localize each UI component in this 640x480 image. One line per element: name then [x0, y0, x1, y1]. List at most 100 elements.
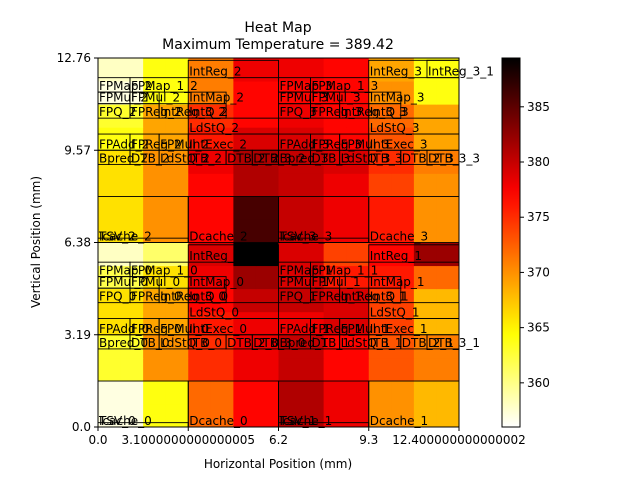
block-label: LdStQ_2 [189, 121, 239, 135]
heatmap-cell [301, 357, 325, 382]
heatmap-cell [98, 242, 122, 267]
block-label: IntQ_3 [370, 105, 409, 119]
heatmap-cell [301, 403, 325, 428]
block-label: IntMap_0 [189, 275, 244, 289]
heatmap-cell [233, 173, 257, 197]
heatmap-cell [436, 173, 460, 197]
heatmap-cell [233, 288, 257, 313]
block-label: FPQ_0 [99, 290, 136, 304]
block-label: IntReg_3_1 [428, 65, 494, 79]
block-label: FPMap_1_0 [131, 264, 198, 278]
block-label: DTB_3 [312, 151, 350, 165]
heatmap-cell [436, 357, 460, 382]
heatmap-cell [188, 127, 212, 151]
heatmap-cell [233, 334, 257, 359]
heatmap-cell [346, 173, 370, 197]
heatmap-cell [255, 265, 279, 290]
heatmap-cell [165, 403, 189, 428]
heatmap-cell [368, 150, 392, 174]
heatmap-cell [323, 127, 347, 151]
heatmap-cell [391, 311, 415, 336]
heatmap-cell [413, 219, 437, 243]
heatmap-cell [436, 104, 460, 128]
block-label: IntMap_3 [370, 91, 425, 105]
block-label: LdStQ_3 [370, 121, 420, 135]
heatmap-cell [436, 403, 460, 428]
heatmap-cell [210, 403, 234, 428]
block-label: IntMap_2 [189, 91, 244, 105]
heatmap-cell [210, 265, 234, 290]
heatmap-cell [278, 288, 302, 313]
block-label: FPMul_1 [312, 275, 361, 289]
floorplan-block [187, 276, 227, 289]
heatmap-cell [143, 196, 167, 220]
block-label: FPMap_1_1 [312, 264, 379, 278]
block-label: FPAdd_2 [99, 137, 149, 151]
heatmap-cell [143, 242, 167, 267]
heatmap-cell [391, 173, 415, 197]
heatmap-cell [143, 150, 167, 174]
block-label: Dcache_0 [189, 414, 247, 428]
heatmap-cell [368, 311, 392, 336]
heatmap-cell [255, 81, 279, 105]
heatmap-cell [120, 219, 144, 243]
heatmap-cell [323, 104, 347, 128]
heatmap-cell [301, 150, 325, 174]
heatmap-cell [98, 104, 122, 128]
block-label: IntReg_3_2 [160, 105, 226, 119]
block-label: TSV_1 [279, 414, 317, 428]
heatmap-cell [346, 265, 370, 290]
y-tick-label: 3.19 [64, 328, 91, 342]
block-label: Bpred_0 [99, 336, 148, 350]
block-label: LdStQ_1 [370, 306, 420, 320]
heatmap-cell [323, 380, 347, 405]
heatmap-cell [120, 334, 144, 359]
heatmap-cell [368, 104, 392, 128]
heatmap-cell [255, 288, 279, 313]
heatmap-cell [143, 265, 167, 290]
heatmap-cell [368, 58, 392, 82]
heatmap-cell [143, 380, 167, 405]
heatmap-cell [98, 334, 122, 359]
heatmap-cell [165, 334, 189, 359]
heatmap-cell [413, 150, 437, 174]
heatmap-cell [301, 334, 325, 359]
y-axis-label: Vertical Position (mm) [29, 176, 43, 308]
block-label: LdStQ_0 [160, 336, 210, 350]
block-label: LdStQ_3 [341, 151, 391, 165]
heatmap-cell [278, 403, 302, 428]
heatmap-cell [301, 81, 325, 105]
heatmap-cell [301, 104, 325, 128]
block-label: Icache_2 [99, 230, 152, 244]
block-label: FPReg_0 [131, 322, 182, 336]
heatmap-cell [368, 380, 392, 405]
block-label: FPReg_1 [312, 322, 363, 336]
heatmap-cell [143, 403, 167, 428]
block-label: IntExec_1 [370, 322, 428, 336]
heatmap-cell [143, 311, 167, 336]
block-label: IntMap_1 [370, 275, 425, 289]
heatmap-cell [368, 242, 392, 267]
chart-title: Heat Map [244, 20, 311, 36]
heatmap-cell [368, 265, 392, 290]
heatmap-cell [98, 265, 122, 290]
block-label: Dcache_3 [370, 230, 428, 244]
heatmap-cell [188, 357, 212, 382]
x-tick-label: 6.2 [269, 433, 288, 447]
heatmap-cell [120, 81, 144, 105]
heatmap-cell [278, 265, 302, 290]
heatmap-cell [323, 196, 347, 220]
heatmap-cell [278, 127, 302, 151]
heatmap-cell [346, 127, 370, 151]
heatmap-cell [278, 311, 302, 336]
heatmap-cell [323, 58, 347, 82]
y-tick-label: 6.38 [64, 236, 91, 250]
heatmap-cell [165, 104, 189, 128]
heatmap-cell [346, 357, 370, 382]
block-label: FPMap_0 [99, 264, 152, 278]
heatmap-cell [436, 219, 460, 243]
heatmap-cell [301, 265, 325, 290]
heatmap-cell [346, 58, 370, 82]
heatmap-cell [143, 288, 167, 313]
